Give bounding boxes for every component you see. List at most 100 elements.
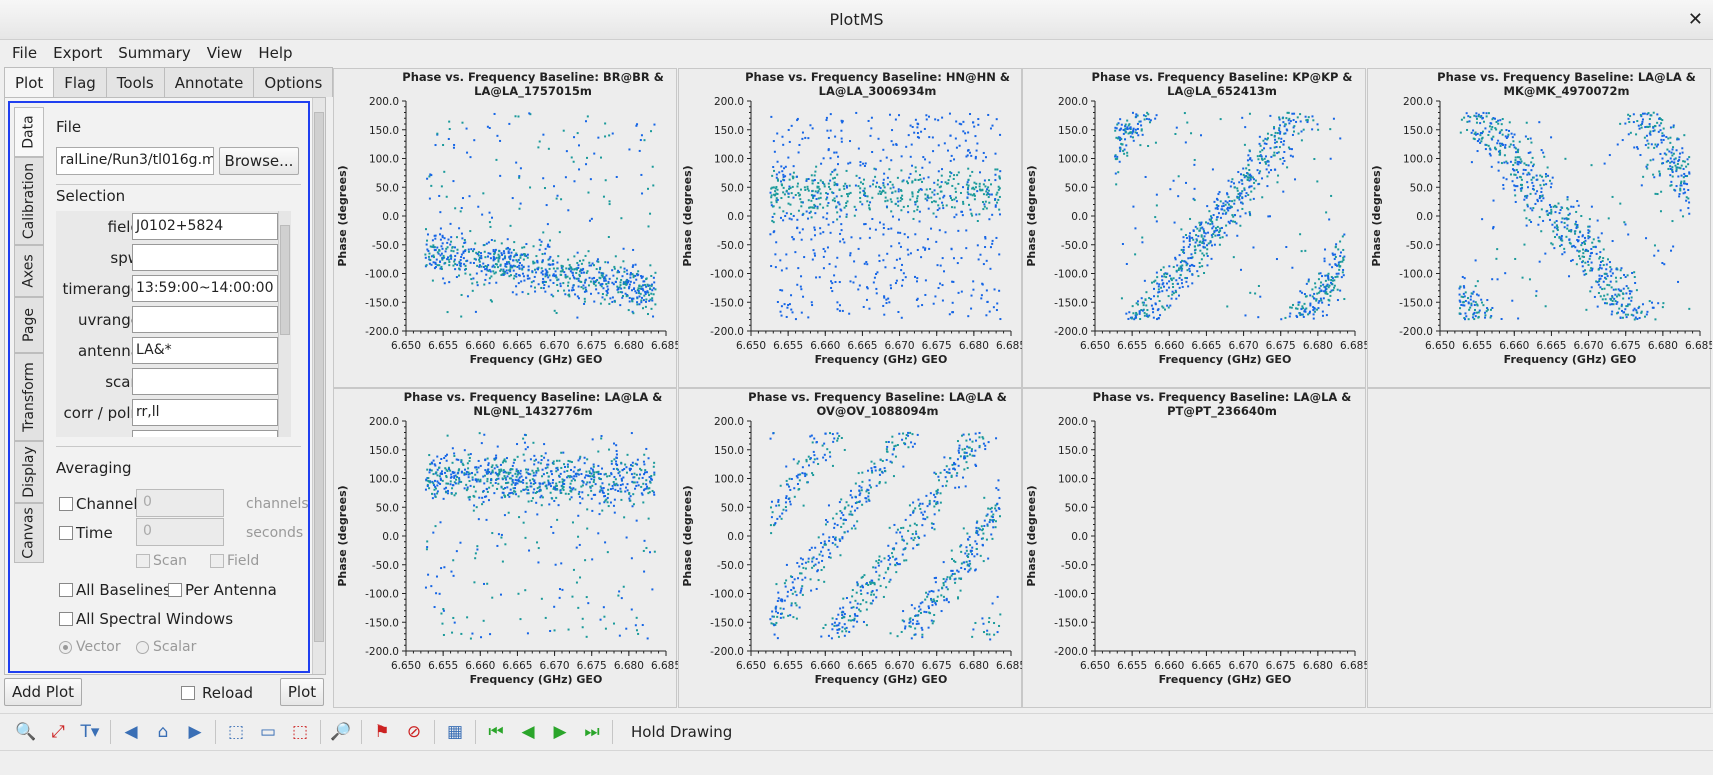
plot-canvas[interactable]: Phase vs. Frequency Baseline: BR@BR & LA@…	[333, 68, 1712, 708]
plot-panel[interactable]: Phase vs. Frequency Baseline: HN@HN & LA@…	[677, 68, 1023, 388]
close-icon[interactable]: ✕	[1687, 9, 1703, 30]
data-point	[872, 281, 875, 284]
plot-panel[interactable]: Phase vs. Frequency Baseline: BR@BR & LA@…	[333, 68, 678, 388]
data-point	[1549, 212, 1552, 215]
side-tab-calibration[interactable]: Calibration	[14, 157, 44, 245]
uvrange-input[interactable]	[132, 306, 278, 333]
data-point	[474, 258, 477, 261]
data-point	[1519, 176, 1522, 179]
scrollbar-thumb[interactable]	[280, 225, 290, 335]
data-point	[819, 162, 822, 165]
tab-flag[interactable]: Flag	[53, 67, 107, 97]
data-point	[1562, 247, 1565, 250]
all-baselines-checkbox[interactable]	[59, 583, 73, 597]
menu-file[interactable]: File	[12, 44, 38, 62]
antenna-input[interactable]: LA&*	[132, 337, 278, 364]
data-point	[1657, 170, 1660, 173]
array-input[interactable]	[132, 430, 278, 437]
channel-spinbox[interactable]: 0	[136, 489, 224, 517]
data-point	[440, 567, 443, 570]
data-point	[1188, 267, 1191, 270]
time-checkbox[interactable]	[59, 526, 73, 540]
panel-scrollbar[interactable]	[312, 98, 325, 674]
tab-tools[interactable]: Tools	[105, 67, 165, 97]
data-point	[1257, 316, 1260, 319]
reload-checkbox[interactable]	[181, 686, 195, 700]
data-point	[1640, 184, 1643, 187]
side-tab-transform[interactable]: Transform	[14, 353, 44, 441]
data-point	[1560, 243, 1563, 246]
data-point	[893, 266, 896, 269]
data-point	[577, 264, 580, 267]
data-point	[1661, 302, 1664, 305]
data-point	[1672, 124, 1675, 127]
tab-annotate[interactable]: Annotate	[163, 67, 255, 97]
data-point	[1514, 173, 1517, 176]
data-point	[535, 470, 538, 473]
data-point	[469, 261, 472, 264]
data-point	[897, 218, 900, 221]
antenna-row: antenna LA&*	[56, 337, 278, 365]
corr-input[interactable]: rr,ll	[132, 399, 278, 426]
plot-panel[interactable]: Phase vs. Frequency Baseline: LA@LA & MK@…	[1366, 68, 1712, 388]
data-point	[449, 254, 452, 257]
plot-panel[interactable]: Phase vs. Frequency Baseline: KP@KP & LA@…	[1022, 68, 1367, 388]
data-point	[924, 197, 927, 200]
timerange-input[interactable]: 13:59:00~14:00:00	[132, 275, 278, 302]
all-spw-checkbox[interactable]	[59, 612, 73, 626]
spw-input[interactable]	[132, 244, 278, 271]
add-plot-button[interactable]: Add Plot	[4, 678, 82, 706]
file-path-field[interactable]: ralLine/Run3/tl016g.ms	[56, 147, 214, 175]
data-point	[443, 170, 446, 173]
data-point	[1126, 119, 1129, 122]
data-point	[1188, 232, 1191, 235]
scan-avg-label: Scan	[153, 553, 188, 569]
data-point	[835, 205, 838, 208]
browse-button[interactable]: Browse...	[219, 147, 299, 175]
side-tab-data[interactable]: Data	[14, 107, 44, 157]
data-point	[1191, 236, 1194, 239]
data-point	[440, 268, 443, 271]
data-point	[1516, 317, 1519, 320]
data-point	[1524, 135, 1527, 138]
selection-scrollbar[interactable]	[278, 211, 291, 437]
vector-radio[interactable]	[59, 641, 72, 654]
plot-title-line: LA@LA_3006934m	[818, 84, 937, 98]
tab-plot[interactable]: Plot	[4, 67, 55, 98]
data-point	[831, 221, 834, 224]
side-tab-axes[interactable]: Axes	[14, 245, 44, 297]
channel-checkbox[interactable]	[59, 497, 73, 511]
data-point	[1342, 248, 1345, 251]
data-point	[1227, 220, 1230, 223]
scan-avg-checkbox[interactable]	[136, 554, 150, 568]
time-spinbox[interactable]: 0	[136, 518, 224, 546]
side-tab-canvas[interactable]: Canvas	[14, 503, 44, 563]
data-point	[969, 193, 972, 196]
tab-options[interactable]: Options	[253, 67, 334, 97]
menu-help[interactable]: Help	[258, 44, 293, 62]
panel-scrollbar-thumb[interactable]	[314, 112, 324, 642]
scan-input[interactable]	[132, 368, 278, 395]
side-tab-page[interactable]: Page	[14, 297, 44, 353]
plot-panel[interactable]: Phase vs. Frequency Baseline: LA@LA & NL@…	[333, 388, 678, 708]
data-point	[1169, 304, 1172, 307]
data-point	[1546, 214, 1549, 217]
data-point	[504, 256, 507, 259]
scalar-radio[interactable]	[136, 641, 149, 654]
data-point	[477, 466, 480, 469]
side-tab-display[interactable]: Display	[14, 441, 44, 503]
menu-view[interactable]: View	[206, 44, 243, 62]
data-point	[1590, 164, 1593, 167]
data-point	[610, 460, 613, 463]
field-avg-checkbox[interactable]	[210, 554, 224, 568]
menu-summary[interactable]: Summary	[118, 44, 191, 62]
plot-button[interactable]: Plot	[280, 678, 324, 706]
menu-export[interactable]: Export	[53, 44, 103, 62]
per-antenna-checkbox[interactable]	[168, 583, 182, 597]
field-input[interactable]: J0102+5824	[132, 213, 278, 240]
data-point	[1225, 211, 1228, 214]
data-point	[496, 445, 499, 448]
data-point	[1275, 140, 1278, 143]
data-point	[1218, 243, 1221, 246]
data-point	[1243, 176, 1246, 179]
